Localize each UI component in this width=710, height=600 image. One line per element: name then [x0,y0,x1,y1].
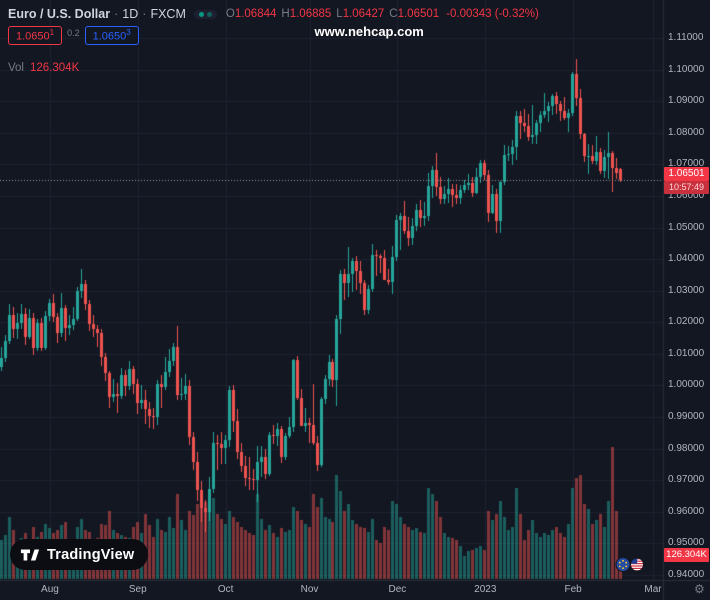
status-dot-icon [198,11,204,17]
interval-label[interactable]: 1D [122,7,139,21]
last-price-value: 1.06501 [664,167,709,182]
volume-value: 126.304K [30,62,80,74]
price-tick-label: 0.97000 [668,474,705,486]
volume-axis-label: 126.304K [664,548,709,562]
tradingview-logo-icon [20,549,40,560]
price-axis[interactable]: 1.11000 1.10000 1.09000 1.08000 1.07000 1.060… [663,0,710,580]
close-value: 1.06501 [397,8,440,20]
data-status-pill[interactable] [193,9,217,19]
eu-flag-icon [615,557,631,572]
ohlc-values: O1.06844 H1.06885 L1.06427 C1.06501 -0.0… [226,8,539,20]
spread-value: 0.2 [67,28,80,38]
time-tick-label: Mar [644,584,662,595]
price-tick-label: 1.02000 [668,316,705,328]
gear-icon[interactable]: ⚙ [694,582,705,596]
open-label: O [225,8,235,20]
time-tick-label: 2023 [474,584,497,595]
volume-label: Vol [8,62,24,74]
price-tick-label: 1.06000 [668,189,705,201]
chart-legend: Euro / U.S. Dollar · 1D · FXCM O1.06844 … [8,7,539,21]
price-tick-label: 1.05000 [668,221,705,233]
price-tick-label: 1.03000 [668,284,705,296]
time-tick-label: Oct [217,584,234,595]
price-tick-label: 0.99000 [668,411,705,423]
watermark-text: www.nehcap.com [314,24,424,39]
currency-flags [615,556,647,578]
price-tick-label: 0.95000 [668,537,705,549]
price-tick-label: 0.98000 [668,442,705,454]
low-label: L [336,8,343,20]
open-value: 1.06844 [234,8,277,20]
low-value: 1.06427 [342,8,385,20]
bid-ask-widget: 1.06501 0.2 1.06503 [8,26,139,45]
separator-dot: · [142,7,147,21]
price-tick-label: 1.04000 [668,253,705,265]
time-tick-label: Sep [128,584,147,595]
high-label: H [281,8,290,20]
time-tick-label: Dec [388,584,407,595]
time-axis[interactable]: Aug Sep Oct Nov Dec 2023 Feb Mar [0,580,663,600]
bar-countdown-timer: 10:57:49 [664,181,709,195]
change-value: -0.00343 (-0.32%) [446,8,539,20]
time-tick-label: Aug [41,584,59,595]
price-tick-label: 1.10000 [668,63,705,75]
price-tick-label: 0.94000 [668,569,705,580]
price-tick-label: 1.08000 [668,126,705,138]
status-dot-icon [206,11,212,17]
us-flag-icon [630,557,644,572]
tradingview-logo[interactable]: TradingView [10,539,149,570]
time-tick-label: Nov [300,584,319,595]
price-tick-label: 1.01000 [668,347,705,359]
price-tick-label: 1.09000 [668,95,705,107]
separator-dot: · [114,7,119,21]
price-tick-label: 1.11000 [668,32,704,43]
price-tick-label: 1.00000 [668,379,705,391]
symbol-title[interactable]: Euro / U.S. Dollar [8,7,111,21]
last-price-axis-label[interactable]: 1.06501 10:57:49 [664,167,709,195]
close-label: C [389,8,398,20]
price-tick-label: 0.96000 [668,505,705,517]
high-value: 1.06885 [289,8,332,20]
volume-legend: Vol 126.304K [8,62,79,74]
buy-ask-button[interactable]: 1.06503 [84,26,139,45]
sell-bid-button[interactable]: 1.06501 [8,26,63,45]
time-tick-label: Feb [564,584,582,595]
tradingview-logo-text: TradingView [47,546,135,563]
price-tick-label: 1.07000 [668,158,705,170]
exchange-label[interactable]: FXCM [150,7,186,21]
